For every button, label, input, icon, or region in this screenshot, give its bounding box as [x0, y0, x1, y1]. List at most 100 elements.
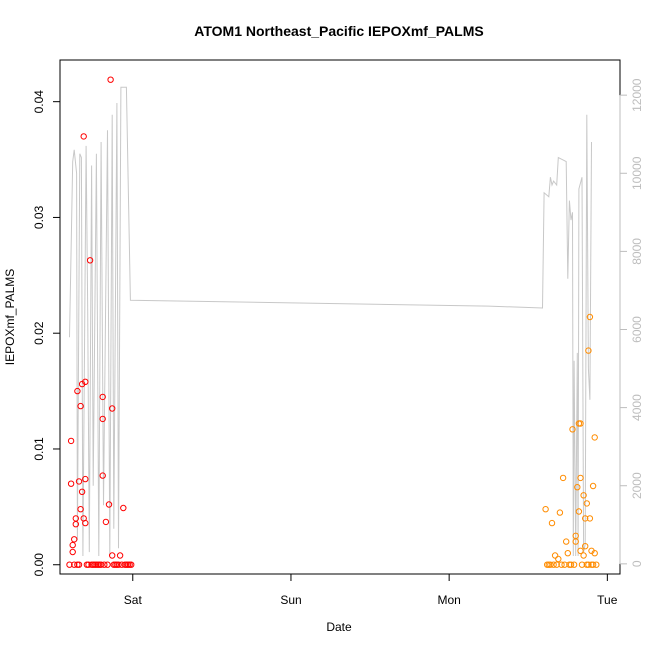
- data-point-series-2: [547, 561, 554, 568]
- data-point-series-1: [82, 378, 89, 385]
- data-point-series-2: [577, 474, 584, 482]
- y-tick-label: 0.02: [32, 321, 46, 345]
- data-point-series-1: [75, 478, 83, 485]
- data-point-series-2: [578, 561, 586, 568]
- data-point-series-2: [564, 550, 571, 557]
- data-point-series-2: [569, 426, 576, 433]
- data-point-series-2: [583, 500, 590, 507]
- data-point-series-1: [71, 561, 78, 568]
- data-point-series-2: [558, 561, 565, 568]
- data-point-series-2: [561, 561, 568, 568]
- altitude-line: [69, 86, 592, 557]
- data-point-series-1: [128, 561, 135, 568]
- data-point-series-2: [559, 474, 567, 482]
- data-point-series-1: [104, 561, 111, 568]
- y-tick-label: 0.03: [32, 205, 46, 229]
- data-point-series-1: [115, 561, 122, 568]
- data-point-series-2: [589, 482, 597, 490]
- y2-tick-label: 10000: [630, 156, 644, 190]
- data-point-series-1: [86, 257, 94, 264]
- data-point-series-2: [585, 347, 592, 354]
- data-point-series-1: [82, 519, 89, 527]
- data-point-series-2: [548, 519, 556, 527]
- y2-tick-label: 8000: [630, 238, 644, 265]
- data-point-series-1: [75, 561, 83, 568]
- y-tick-label: 0.00: [32, 553, 46, 577]
- y2-tick-label: 12000: [630, 78, 644, 112]
- data-point-series-1: [116, 552, 124, 559]
- altitude-line-layer: [69, 86, 592, 557]
- data-point-series-2: [555, 555, 562, 563]
- data-point-series-2: [575, 508, 583, 515]
- data-point-series-1: [69, 541, 76, 549]
- data-point-series-2: [582, 543, 589, 550]
- data-point-series-1: [77, 402, 84, 410]
- y2-tick-label: 6000: [630, 316, 644, 343]
- data-point-series-2: [570, 561, 578, 568]
- data-point-series-1: [85, 561, 92, 568]
- data-point-series-2: [586, 515, 594, 522]
- y-tick-label: 0.01: [32, 437, 46, 461]
- data-point-series-1: [97, 561, 105, 568]
- data-point-series-2: [574, 484, 581, 491]
- data-point-series-2: [580, 552, 587, 559]
- data-point-series-1: [78, 488, 86, 495]
- data-point-series-1: [105, 501, 113, 508]
- data-point-series-1: [101, 561, 108, 568]
- plot-frame: [59, 59, 621, 575]
- data-point-series-1: [77, 506, 84, 513]
- x-tick-label: Sat: [124, 593, 143, 607]
- data-point-series-2: [591, 550, 598, 557]
- data-point-series-2: [577, 547, 584, 554]
- data-point-series-1: [107, 76, 114, 83]
- data-point-series-1: [118, 561, 125, 568]
- data-point-series-2: [553, 561, 560, 568]
- data-point-series-1: [67, 437, 75, 445]
- data-point-series-1: [72, 515, 80, 522]
- data-point-series-1: [109, 405, 116, 412]
- y-tick-label: 0.04: [32, 90, 46, 114]
- data-point-series-1: [67, 480, 75, 487]
- y-axis-left: 0.00 0.01 0.02 0.03 0.04: [32, 90, 61, 577]
- data-point-series-2: [542, 506, 549, 513]
- chart-title: ATOM1 Northeast_Pacific IEPOXmf_PALMS: [194, 23, 483, 39]
- data-point-series-2: [589, 561, 597, 568]
- x-axis-label: Date: [326, 620, 352, 634]
- x-axis: Sat Sun Mon Tue: [124, 573, 618, 607]
- x-tick-label: Sun: [280, 593, 301, 607]
- data-point-series-2: [577, 420, 584, 427]
- x-tick-label: Mon: [438, 593, 461, 607]
- data-point-series-1: [74, 387, 81, 395]
- y2-tick-label: 4000: [630, 394, 644, 421]
- y-axis-label: IEPOXmf_PALMS: [3, 269, 17, 365]
- data-point-series-2: [580, 492, 587, 499]
- points-layer: [66, 76, 600, 568]
- data-point-series-1: [109, 552, 116, 559]
- data-point-series-2: [593, 561, 600, 568]
- data-point-series-2: [582, 515, 589, 522]
- data-point-series-1: [69, 548, 76, 556]
- data-point-series-2: [585, 561, 592, 568]
- data-point-series-2: [563, 538, 570, 545]
- data-point-series-2: [572, 538, 579, 545]
- data-point-series-1: [80, 133, 87, 140]
- data-point-series-2: [591, 434, 598, 441]
- y2-tick-label: 0: [630, 560, 644, 567]
- y-axis-right: 0 2000 4000 6000 8000 10000 12000: [619, 78, 644, 567]
- data-point-series-2: [556, 509, 564, 516]
- data-point-series-2: [551, 552, 559, 559]
- data-point-series-1: [99, 472, 106, 479]
- data-point-series-1: [66, 561, 73, 568]
- data-point-series-2: [550, 561, 557, 568]
- data-point-series-1: [99, 393, 106, 401]
- data-point-series-1: [71, 536, 78, 543]
- data-point-series-1: [82, 475, 89, 483]
- data-point-series-1: [102, 518, 110, 526]
- y2-tick-label: 2000: [630, 472, 644, 499]
- data-point-series-1: [120, 504, 127, 512]
- data-point-series-1: [99, 415, 106, 423]
- data-point-series-2: [567, 561, 575, 568]
- data-point-series-2: [586, 313, 594, 321]
- x-tick-label: Tue: [597, 593, 618, 607]
